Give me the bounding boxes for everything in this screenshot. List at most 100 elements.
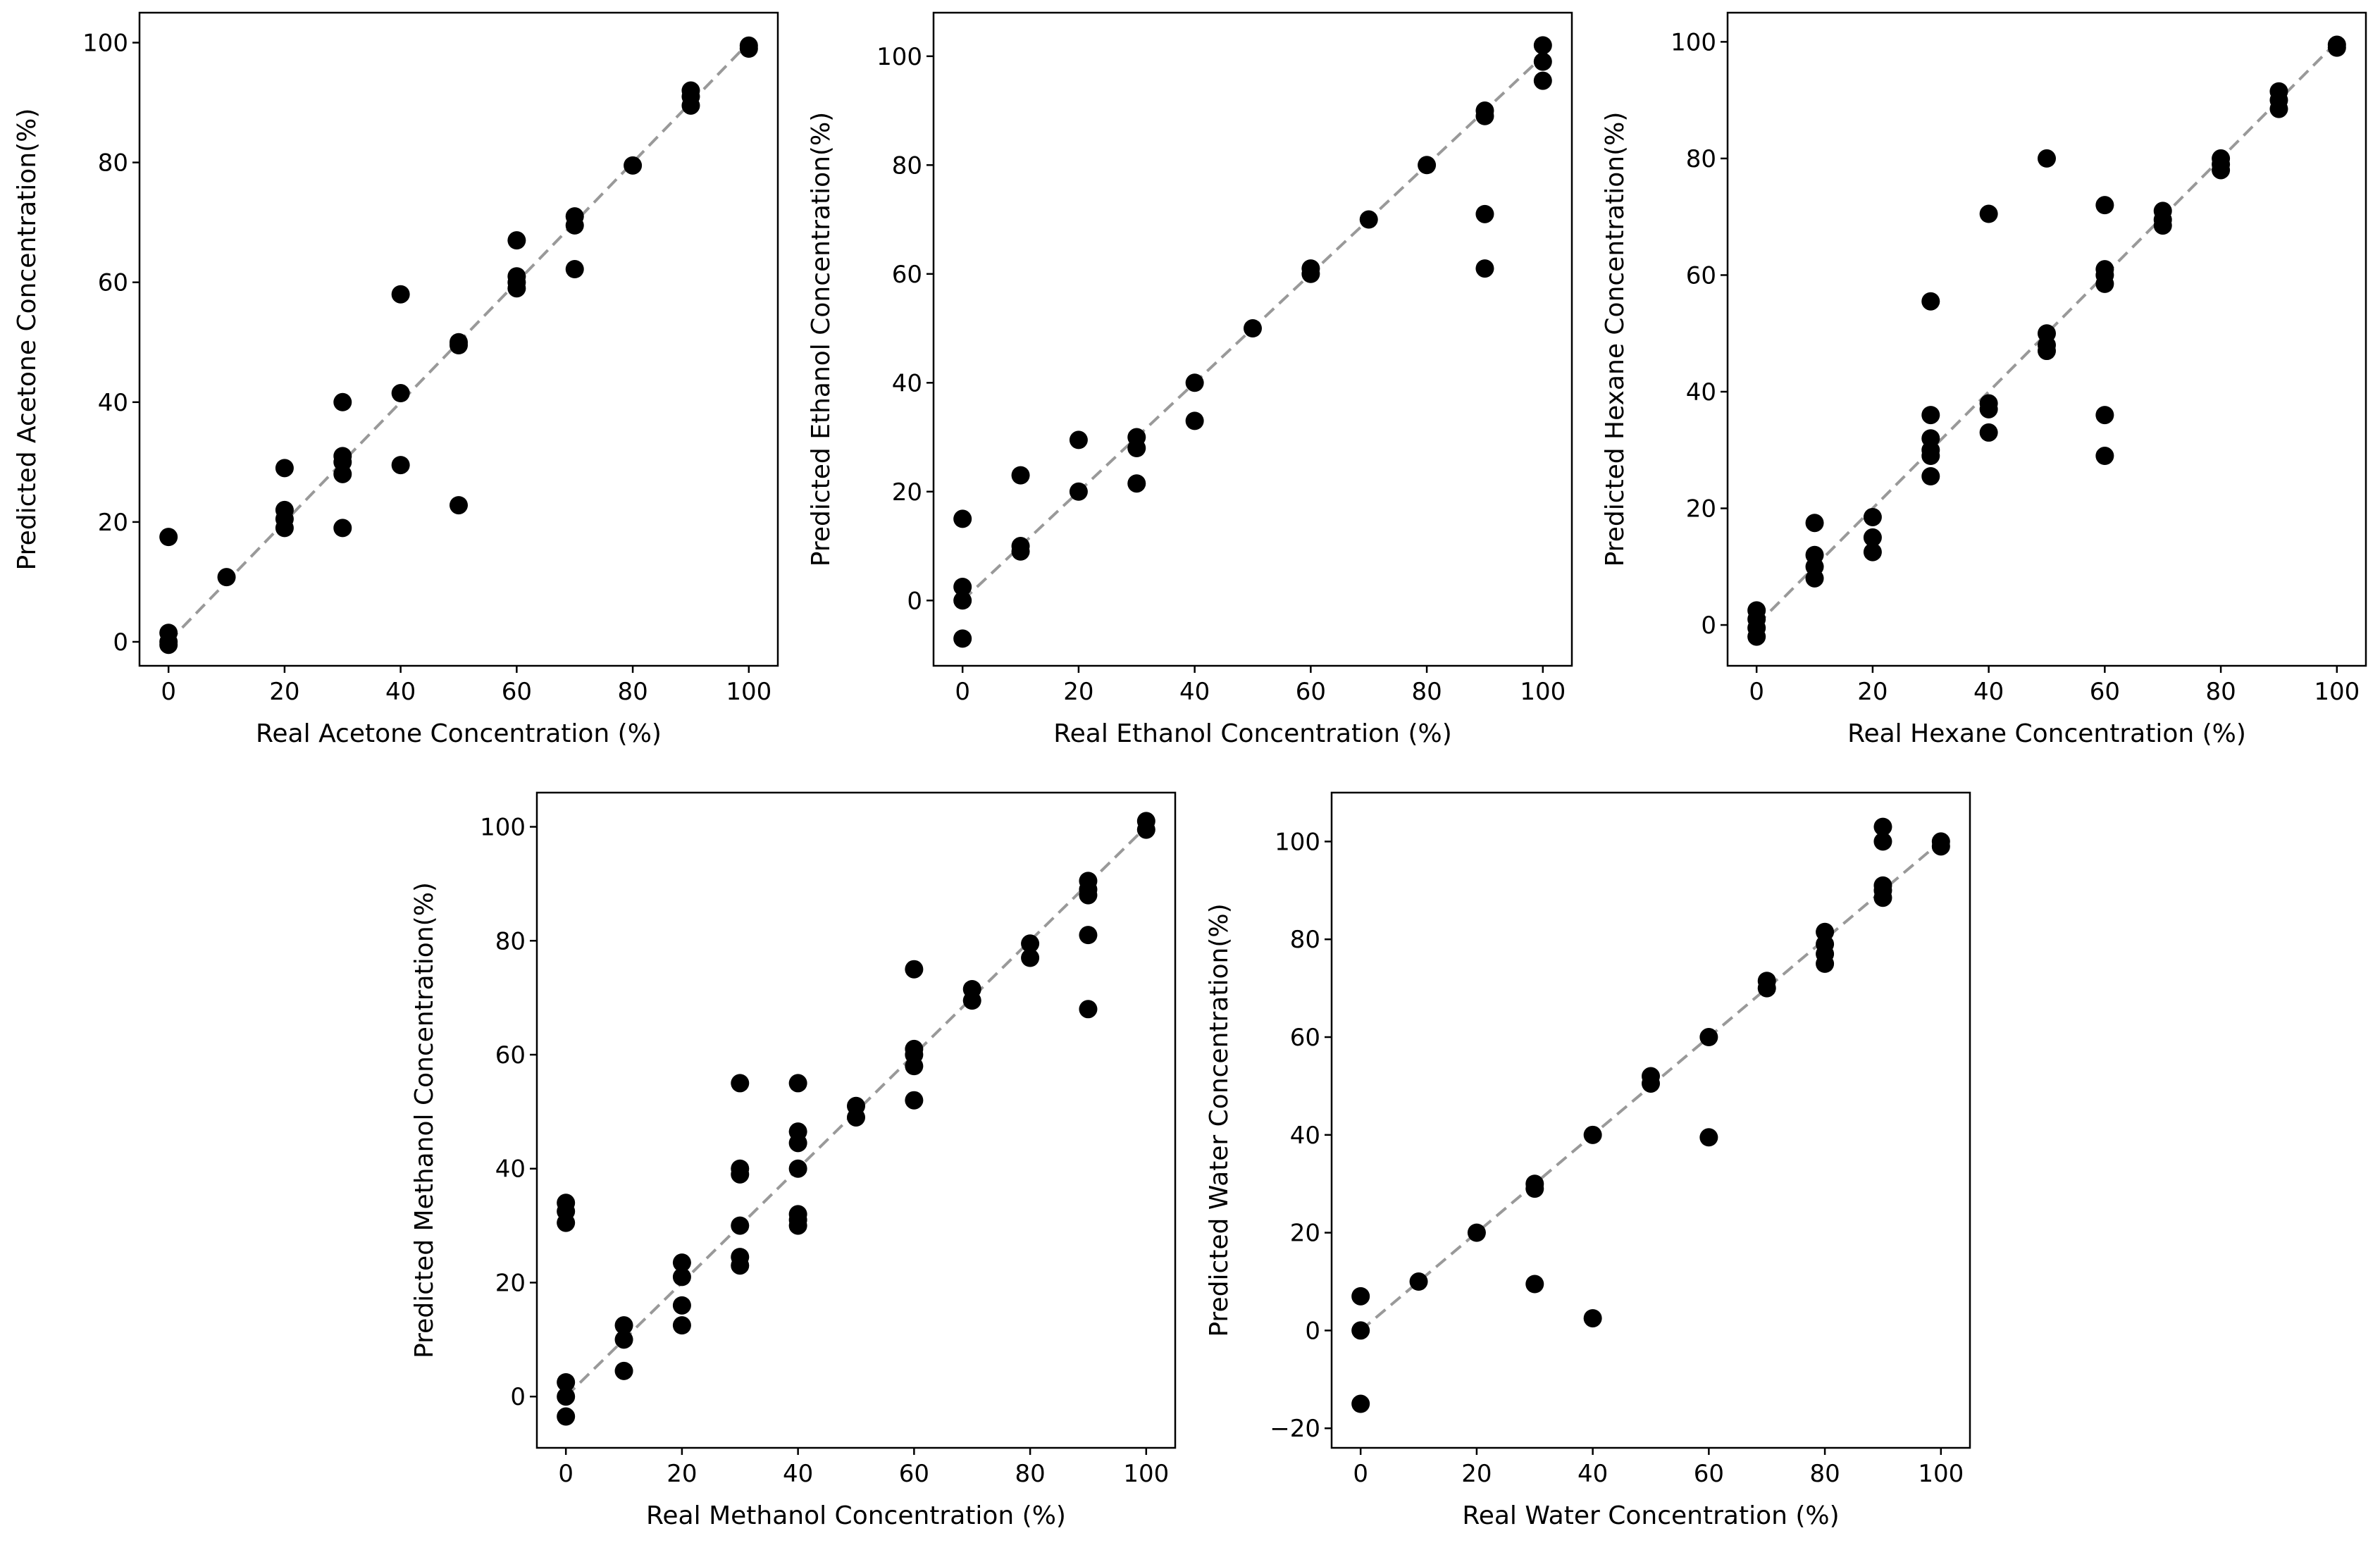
x-tick-label: 20 [1857, 678, 1888, 706]
x-tick-label: 60 [502, 678, 532, 706]
chart-panel-4: 0 20 40 60 80 100 0 20 40 60 80 100 Real Methanol Co… [410, 791, 1177, 1530]
data-point [450, 496, 468, 515]
plot-frame [932, 11, 1573, 667]
data-point [1583, 1125, 1602, 1144]
data-point [2269, 99, 2288, 118]
data-point [2095, 447, 2114, 466]
data-point [159, 636, 178, 655]
data-point [1136, 820, 1155, 839]
x-tick-label: 40 [1973, 678, 2004, 706]
x-tick-label: 100 [1918, 1460, 1964, 1488]
x-axis-label: Real Hexane Concentration (%) [1847, 719, 2246, 748]
x-tick-label: 80 [1411, 678, 1442, 706]
y-tick-label: 80 [495, 927, 526, 955]
x-tick-label: 100 [726, 678, 771, 706]
y-axis-label: Predicted Water Concentration(%) [1205, 903, 1234, 1337]
data-point [962, 991, 981, 1010]
x-tick-label: 20 [269, 678, 299, 706]
data-point [1699, 1128, 1718, 1147]
chart-panel-5: 0 20 40 60 80 100 −20 0 20 40 60 80 100 Real Water Co… [1205, 791, 1971, 1530]
data-point [1418, 156, 1437, 175]
data-point [391, 384, 410, 403]
data-point [1301, 264, 1320, 283]
x-tick-label: 0 [161, 678, 176, 706]
data-point [672, 1253, 691, 1272]
x-axis-label: Real Water Concentration (%) [1462, 1501, 1839, 1530]
x-tick-label: 80 [1015, 1460, 1045, 1488]
y-tick-label: 100 [1275, 828, 1320, 856]
data-point [953, 629, 972, 648]
data-point [1079, 926, 1098, 945]
data-point [614, 1330, 633, 1349]
data-point [1699, 1028, 1718, 1047]
data-point [1533, 52, 1552, 71]
data-point [1475, 204, 1494, 223]
y-tick-label: 100 [876, 43, 922, 71]
data-point [2038, 342, 2056, 361]
data-point [217, 568, 236, 587]
data-point [507, 279, 526, 298]
data-point [1873, 832, 1892, 851]
y-tick-label: 80 [98, 149, 128, 178]
data-point [672, 1296, 691, 1315]
data-point [1533, 36, 1552, 55]
data-point [731, 1074, 750, 1093]
data-point [1351, 1321, 1370, 1340]
x-tick-label: 100 [1123, 1460, 1169, 1488]
data-point [1747, 627, 1766, 646]
data-point [1805, 514, 1824, 533]
y-tick-label: 0 [1701, 612, 1716, 640]
y-axis-label: Predicted Acetone Concentration(%) [13, 108, 42, 571]
y-tick-label: 20 [495, 1269, 526, 1297]
y-tick-label: 80 [1290, 926, 1320, 954]
data-point [1583, 1309, 1602, 1328]
y-tick-label: 100 [480, 814, 526, 842]
y-tick-label: 0 [113, 628, 128, 657]
y-tick-label: 80 [892, 151, 922, 180]
data-point [275, 459, 294, 478]
y-tick-label: 60 [1686, 261, 1716, 290]
data-point [507, 231, 526, 250]
y-tick-label: 20 [1686, 495, 1716, 523]
x-axis-label: Real Acetone Concentration (%) [256, 719, 662, 748]
data-point [391, 285, 410, 304]
data-point [1351, 1394, 1370, 1413]
data-point [672, 1316, 691, 1335]
data-point [1021, 948, 1040, 967]
data-point [731, 1216, 750, 1235]
y-tick-label: 80 [1686, 145, 1716, 173]
data-point [2095, 274, 2114, 293]
data-point [1873, 817, 1892, 836]
data-point [1021, 934, 1040, 953]
y-tick-label: −20 [1270, 1415, 1320, 1443]
y-tick-label: 100 [1671, 28, 1716, 56]
data-point [333, 464, 352, 483]
data-point [2327, 38, 2346, 57]
x-tick-label: 40 [1179, 678, 1210, 706]
data-point [391, 456, 410, 475]
data-point [1079, 886, 1098, 905]
x-tick-label: 100 [2314, 678, 2360, 706]
chart-panel-3: 0 20 40 60 80 100 0 20 40 60 80 100 Real Hexane Conc… [1601, 11, 2367, 748]
x-tick-label: 80 [1809, 1460, 1840, 1488]
x-tick-label: 60 [899, 1460, 929, 1488]
data-point [614, 1361, 633, 1380]
data-point [1816, 954, 1835, 973]
data-point [788, 1216, 807, 1235]
data-point [565, 259, 584, 278]
data-point [2153, 216, 2172, 235]
data-point [1805, 569, 1824, 588]
y-tick-label: 20 [98, 509, 128, 537]
data-point [557, 1387, 576, 1406]
x-tick-label: 100 [1520, 678, 1566, 706]
x-tick-label: 40 [1578, 1460, 1608, 1488]
data-point [1979, 423, 1998, 442]
data-point [788, 1134, 807, 1153]
data-point [1185, 411, 1204, 430]
data-point [1921, 467, 1940, 486]
x-tick-label: 40 [783, 1460, 813, 1488]
data-point [681, 96, 700, 115]
data-point [1863, 528, 1882, 547]
data-point [1359, 210, 1378, 229]
